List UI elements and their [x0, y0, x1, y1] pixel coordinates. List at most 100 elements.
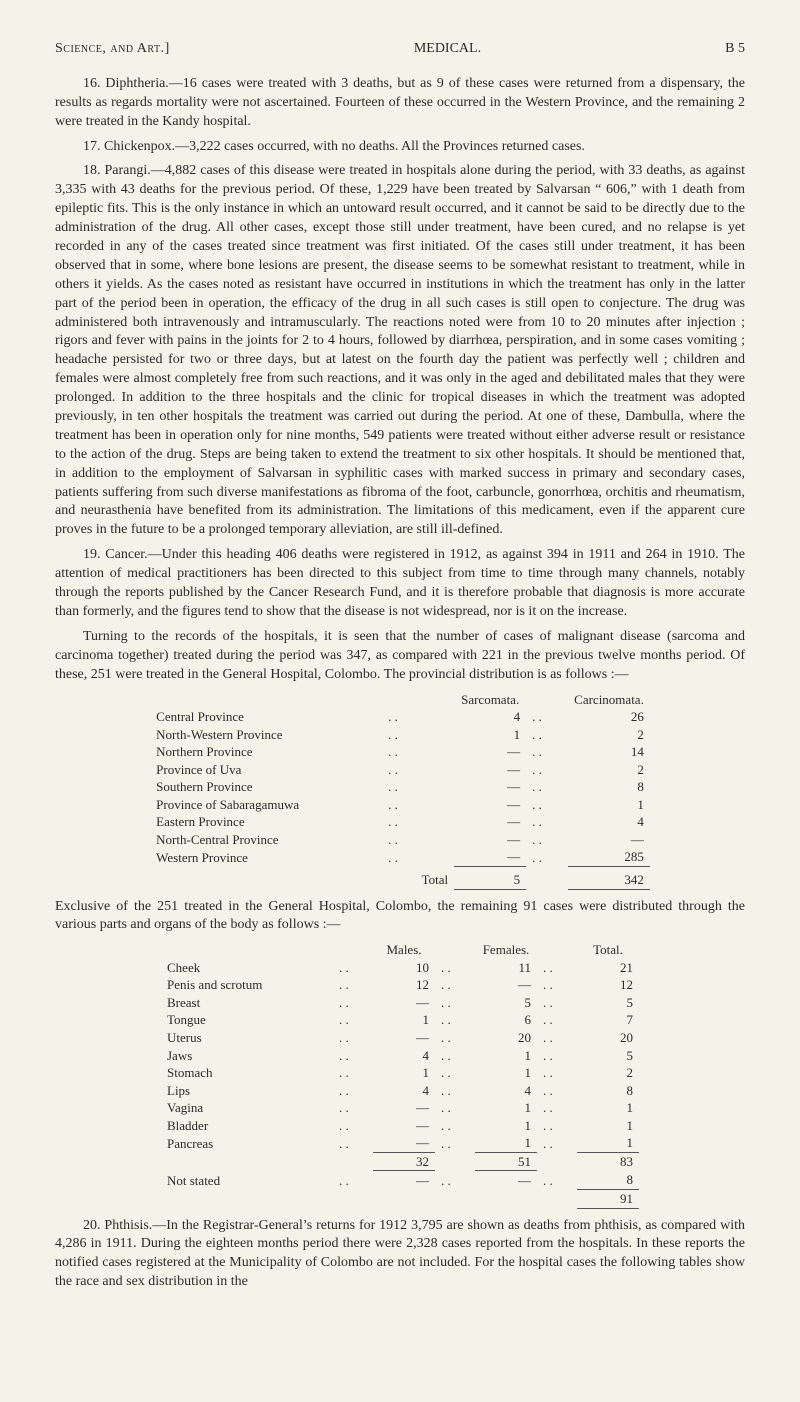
cell-females: 5	[475, 994, 537, 1012]
cell-males: —	[373, 1117, 435, 1135]
table-row: Province of Sabaragamuwa. .—. .1	[150, 796, 650, 814]
cell-females: —	[475, 976, 537, 994]
cell-males: 12	[373, 976, 435, 994]
cell-males: —	[373, 1099, 435, 1117]
cell-label: Vagina	[161, 1099, 333, 1117]
t1-head2: Carcinomata.	[568, 691, 650, 709]
table-row: Breast. .—. .5. .5	[161, 994, 639, 1012]
cell-label: Province of Sabaragamuwa	[150, 796, 382, 814]
t2-ns1: —	[373, 1171, 435, 1189]
table-row: Northern Province. .—. .14	[150, 743, 650, 761]
cell-carcinomata: 1	[568, 796, 650, 814]
cell-label: Southern Province	[150, 778, 382, 796]
table-row: Stomach. .1. .1. .2	[161, 1064, 639, 1082]
t2-h3: Total.	[577, 941, 639, 959]
cell-sarcomata: 4	[454, 708, 526, 726]
t1-total-label: Total	[382, 866, 454, 889]
cell-label: Penis and scrotum	[161, 976, 333, 994]
cell-males: 4	[373, 1047, 435, 1065]
cell-label: Breast	[161, 994, 333, 1012]
cell-total: 5	[577, 1047, 639, 1065]
table-row: Central Province. .4. .26	[150, 708, 650, 726]
cell-label: Jaws	[161, 1047, 333, 1065]
cell-carcinomata: 285	[568, 848, 650, 866]
para-16: 16. Diphtheria.—16 cases were treated wi…	[55, 75, 745, 132]
table-row: North-Central Province. .—. .—	[150, 831, 650, 849]
cell-label: Central Province	[150, 708, 382, 726]
cell-sarcomata: —	[454, 743, 526, 761]
cell-males: 1	[373, 1011, 435, 1029]
cell-sarcomata: —	[454, 831, 526, 849]
cell-females: 6	[475, 1011, 537, 1029]
cell-label: Cheek	[161, 959, 333, 977]
cell-total: 21	[577, 959, 639, 977]
cell-females: 1	[475, 1134, 537, 1152]
cell-sarcomata: —	[454, 761, 526, 779]
cell-label: Stomach	[161, 1064, 333, 1082]
cell-label: North-Western Province	[150, 726, 382, 744]
cell-sarcomata: —	[454, 813, 526, 831]
table-row: Province of Uva. .—. .2	[150, 761, 650, 779]
cell-total: 7	[577, 1011, 639, 1029]
cell-label: North-Central Province	[150, 831, 382, 849]
table-row: Cheek. .10. .11. .21	[161, 959, 639, 977]
cell-females: 1	[475, 1117, 537, 1135]
cell-label: Eastern Province	[150, 813, 382, 831]
cell-females: 20	[475, 1029, 537, 1047]
table-row: Western Province. .—. .285	[150, 848, 650, 866]
table-row: Southern Province. .—. .8	[150, 778, 650, 796]
para-exclusive: Exclusive of the 251 treated in the Gene…	[55, 898, 745, 936]
t2-ns3: 8	[577, 1171, 639, 1189]
t2-grand: 91	[577, 1189, 639, 1208]
header-right: B 5	[725, 40, 745, 59]
t1-head1: Sarcomata.	[454, 691, 526, 709]
cell-label: Western Province	[150, 848, 382, 866]
cell-females: 1	[475, 1047, 537, 1065]
t2-sub1: 32	[373, 1152, 435, 1171]
cell-total: 8	[577, 1082, 639, 1100]
cell-label: Bladder	[161, 1117, 333, 1135]
cell-males: —	[373, 1029, 435, 1047]
para-20: 20. Phthisis.—In the Registrar-General’s…	[55, 1217, 745, 1293]
cell-males: —	[373, 1134, 435, 1152]
cell-carcinomata: 8	[568, 778, 650, 796]
table-row: Tongue. .1. .6. .7	[161, 1011, 639, 1029]
cell-label: Tongue	[161, 1011, 333, 1029]
page-header: Science, and Art.] MEDICAL. B 5	[55, 40, 745, 59]
cell-carcinomata: 4	[568, 813, 650, 831]
table-body-parts: Males. Females. Total. Cheek. .10. .11. …	[161, 941, 639, 1208]
cell-total: 20	[577, 1029, 639, 1047]
t1-total-2: 342	[568, 866, 650, 889]
t2-notstated-label: Not stated	[161, 1171, 333, 1189]
table-row: North-Western Province. .1. .2	[150, 726, 650, 744]
header-left: Science, and Art.]	[55, 40, 170, 59]
para-19b: Turning to the records of the hospitals,…	[55, 628, 745, 685]
table-row: Jaws. .4. .1. .5	[161, 1047, 639, 1065]
table-row: Penis and scrotum. .12. .—. .12	[161, 976, 639, 994]
cell-label: Northern Province	[150, 743, 382, 761]
table-provinces: Sarcomata. Carcinomata. Central Province…	[150, 691, 650, 890]
cell-sarcomata: 1	[454, 726, 526, 744]
header-center: MEDICAL.	[170, 40, 725, 59]
cell-sarcomata: —	[454, 778, 526, 796]
table-row: Lips. .4. .4. .8	[161, 1082, 639, 1100]
cell-carcinomata: 26	[568, 708, 650, 726]
cell-females: 1	[475, 1064, 537, 1082]
cell-carcinomata: 2	[568, 726, 650, 744]
cell-carcinomata: 2	[568, 761, 650, 779]
t2-h2: Females.	[475, 941, 537, 959]
t2-sub3: 83	[577, 1152, 639, 1171]
para-19a: 19. Cancer.—Under this heading 406 death…	[55, 546, 745, 622]
table-row: Eastern Province. .—. .4	[150, 813, 650, 831]
cell-carcinomata: 14	[568, 743, 650, 761]
cell-total: 1	[577, 1117, 639, 1135]
t2-ns2: —	[475, 1171, 537, 1189]
cell-label: Province of Uva	[150, 761, 382, 779]
cell-total: 1	[577, 1099, 639, 1117]
table-row: Vagina. .—. .1. .1	[161, 1099, 639, 1117]
cell-label: Lips	[161, 1082, 333, 1100]
cell-total: 5	[577, 994, 639, 1012]
t2-h1: Males.	[373, 941, 435, 959]
table-row: Bladder. .—. .1. .1	[161, 1117, 639, 1135]
cell-total: 1	[577, 1134, 639, 1152]
